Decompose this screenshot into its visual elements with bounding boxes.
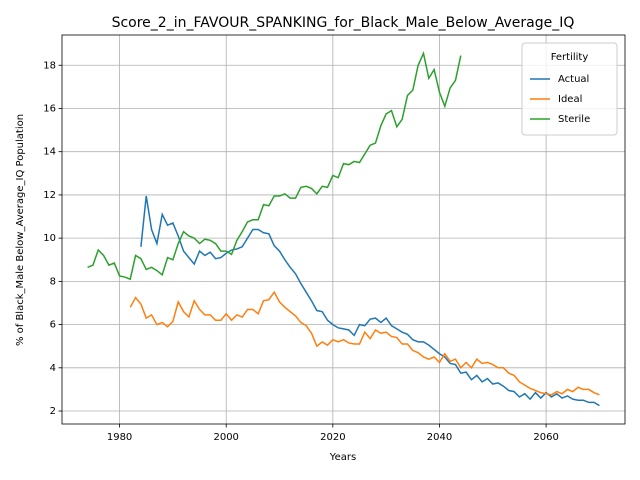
y-tick-label: 12 (43, 190, 56, 201)
series-line (87, 50, 462, 281)
series-line (129, 290, 600, 396)
series-line (140, 195, 600, 407)
x-tick-label: 2000 (213, 432, 238, 443)
legend-box (521, 42, 618, 136)
x-tick-label: 2040 (427, 432, 452, 443)
y-axis-label: % of Black_Male Below_Average_IQ Populat… (15, 114, 26, 346)
x-axis-label: Years (329, 452, 356, 463)
legend-label: Sterile (558, 114, 590, 125)
chart-title: Score_2_in_FAVOUR_SPANKING_for_Black_Mal… (112, 15, 575, 31)
x-tick-label: 2060 (533, 432, 558, 443)
y-tick-label: 8 (50, 276, 56, 287)
y-tick-label: 16 (43, 103, 56, 114)
x-tick-label: 2020 (320, 432, 345, 443)
legend-title: Fertility (551, 52, 589, 63)
y-tick-label: 18 (43, 60, 56, 71)
plot-frame (61, 34, 626, 425)
x-tick-label: 1980 (107, 432, 132, 443)
y-tick-label: 14 (43, 147, 56, 158)
y-tick-label: 2 (50, 406, 56, 417)
y-tick-label: 6 (50, 320, 56, 331)
legend-label: Actual (558, 74, 589, 85)
legend-label: Ideal (558, 94, 582, 105)
y-tick-label: 10 (43, 233, 56, 244)
y-tick-label: 4 (50, 363, 56, 374)
